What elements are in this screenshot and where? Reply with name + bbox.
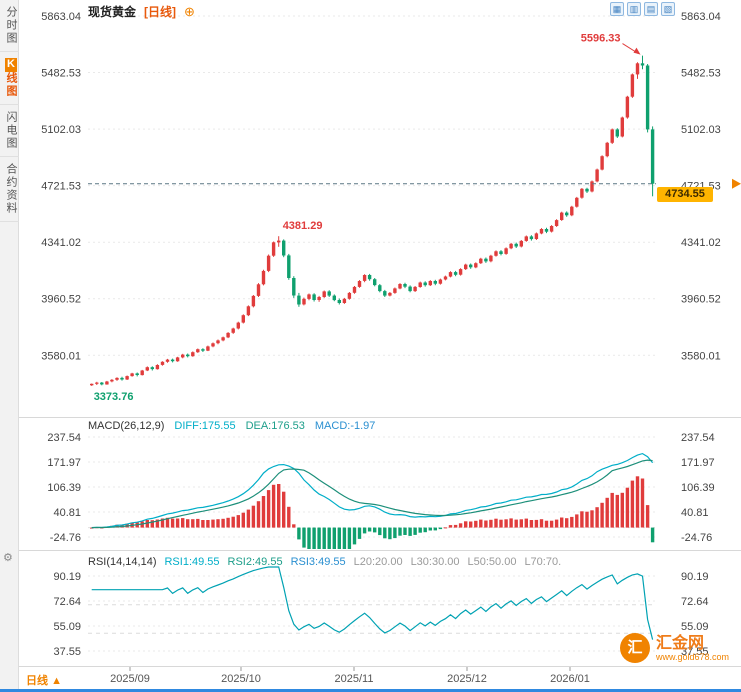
candlestick-chart-icon[interactable]: ▥ — [627, 2, 641, 16]
svg-text:37.55: 37.55 — [681, 646, 709, 658]
site-url: www.gold678.com — [656, 651, 730, 662]
last-price-tag: 4734.55 — [657, 187, 713, 202]
svg-text:3960.52: 3960.52 — [41, 294, 81, 306]
svg-text:-24.76: -24.76 — [50, 532, 81, 544]
macd-diff-value: DIFF:175.55 — [174, 420, 236, 432]
interval-label[interactable]: [日线] — [144, 5, 177, 19]
svg-text:5863.04: 5863.04 — [41, 11, 81, 23]
svg-text:4341.02: 4341.02 — [41, 237, 81, 249]
interval-selector-arrow-icon: ▲ — [51, 675, 62, 687]
interval-selector[interactable]: 日线 ▲ — [26, 672, 62, 688]
svg-text:3373.76: 3373.76 — [94, 391, 134, 403]
svg-text:3960.52: 3960.52 — [681, 294, 721, 306]
rsi-l70-level: L70:70. — [524, 556, 562, 568]
svg-text:106.39: 106.39 — [47, 482, 81, 494]
rsi-l50-level: L50:50.00 — [467, 556, 517, 568]
svg-text:2025/11: 2025/11 — [335, 673, 374, 685]
area-chart-icon[interactable]: ▧ — [661, 2, 675, 16]
line-chart-icon[interactable]: ▤ — [644, 2, 658, 16]
svg-text:37.55: 37.55 — [53, 646, 81, 658]
svg-text:3580.01: 3580.01 — [681, 350, 721, 362]
rsi3-value: RSI3:49.55 — [290, 556, 346, 568]
svg-text:40.81: 40.81 — [53, 507, 81, 519]
svg-text:5482.53: 5482.53 — [41, 68, 81, 80]
horizontal-scrollbar[interactable] — [0, 689, 741, 692]
svg-text:40.81: 40.81 — [681, 507, 709, 519]
rsi1-value: RSI1:49.55 — [164, 556, 220, 568]
rsi-params-label: RSI(14,14,14) — [88, 556, 157, 568]
macd-hist-value: MACD:-1.97 — [314, 420, 376, 432]
sidebar-item-kline-chart[interactable]: K线图 — [0, 52, 19, 105]
sidebar-item-time-chart[interactable]: 分时图 — [0, 0, 19, 52]
svg-text:5102.03: 5102.03 — [41, 124, 81, 136]
interval-selector-label: 日线 — [26, 675, 48, 687]
sidebar-item-flash-chart[interactable]: 闪电图 — [0, 105, 19, 157]
svg-text:171.97: 171.97 — [47, 457, 81, 469]
svg-text:90.19: 90.19 — [53, 571, 81, 583]
svg-text:5596.33: 5596.33 — [581, 33, 621, 45]
svg-text:171.97: 171.97 — [681, 457, 715, 469]
svg-text:2026/01: 2026/01 — [550, 673, 590, 685]
site-watermark: 汇 汇金网 www.gold678.com — [620, 633, 729, 663]
svg-text:-24.76: -24.76 — [681, 532, 712, 544]
chart-header: 现货黄金 [日线] ⊕ — [88, 3, 195, 20]
svg-text:237.54: 237.54 — [681, 432, 715, 444]
zoom-plus-icon[interactable]: ⊕ — [184, 3, 195, 19]
svg-text:72.64: 72.64 — [681, 596, 709, 608]
rsi-l20-level: L20:20.00 — [353, 556, 403, 568]
macd-dea-value: DEA:176.53 — [245, 420, 305, 432]
svg-text:106.39: 106.39 — [681, 482, 715, 494]
rsi-indicator-header: RSI(14,14,14) RSI1:49.55 RSI2:49.55 RSI3… — [88, 556, 561, 568]
site-name: 汇金网 — [656, 634, 705, 652]
svg-text:5482.53: 5482.53 — [681, 68, 721, 80]
svg-text:72.64: 72.64 — [53, 596, 81, 608]
svg-text:4381.29: 4381.29 — [283, 220, 323, 232]
svg-text:2025/12: 2025/12 — [447, 673, 487, 685]
grid-chart-icon[interactable]: ▦ — [610, 2, 624, 16]
svg-text:3580.01: 3580.01 — [41, 350, 81, 362]
site-logo-icon: 汇 — [620, 633, 650, 663]
sidebar-item-contract-info[interactable]: 合约资料 — [0, 157, 19, 222]
svg-text:90.19: 90.19 — [681, 571, 709, 583]
svg-text:5102.03: 5102.03 — [681, 124, 721, 136]
svg-text:55.09: 55.09 — [53, 621, 81, 633]
rsi2-value: RSI2:49.55 — [227, 556, 283, 568]
instrument-title: 现货黄金 — [88, 5, 137, 19]
svg-text:55.09: 55.09 — [681, 621, 709, 633]
macd-params-label: MACD(26,12,9) — [88, 420, 165, 432]
svg-text:5863.04: 5863.04 — [681, 11, 721, 23]
rsi-l30-level: L30:30.00 — [410, 556, 460, 568]
sidebar: 分时图 K线图 闪电图 合约资料 ⚙ — [0, 0, 19, 692]
macd-indicator-header: MACD(26,12,9) DIFF:175.55 DEA:176.53 MAC… — [88, 420, 375, 432]
indicator-settings-gear-icon[interactable]: ⚙ — [3, 552, 13, 564]
svg-text:2025/09: 2025/09 — [110, 673, 150, 685]
svg-text:4721.53: 4721.53 — [41, 181, 81, 193]
svg-text:237.54: 237.54 — [47, 432, 81, 444]
svg-text:4341.02: 4341.02 — [681, 237, 721, 249]
chart-type-toolbar: ▦ ▥ ▤ ▧ — [610, 2, 675, 16]
svg-text:2025/10: 2025/10 — [221, 673, 261, 685]
